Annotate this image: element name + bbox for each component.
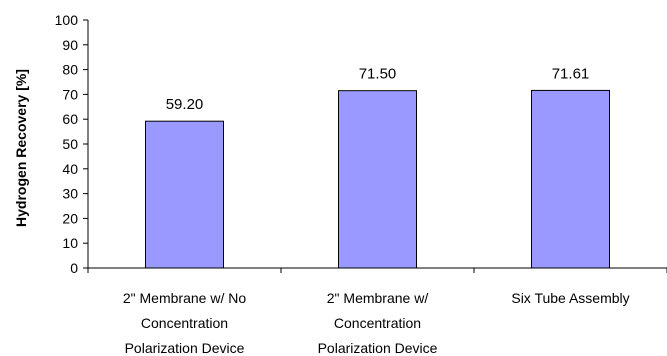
x-category-label: Six Tube Assembly	[511, 290, 629, 306]
y-axis-label: Hydrogen Recovery [%]	[13, 69, 29, 227]
bars	[145, 89, 610, 269]
labels: 59.20 2" Membrane w/ No Concentration Polar…	[123, 65, 630, 356]
bar-value-label: 71.61	[552, 65, 590, 82]
y-tick-label: 70	[62, 86, 78, 102]
x-category-label: Polarization Device	[125, 340, 245, 356]
y-tick-label: 100	[55, 12, 79, 28]
y-tick-label: 60	[62, 111, 78, 127]
bar	[531, 89, 610, 269]
axes: 0 10 20 30 40 50 60 70 80 90 100	[55, 12, 667, 276]
y-tick-label: 10	[62, 235, 78, 251]
bar-value-label: 59.20	[166, 96, 204, 113]
y-axis-label-group: Hydrogen Recovery [%]	[13, 69, 29, 227]
x-category-label: 2" Membrane w/ No	[123, 290, 246, 306]
bar-value-label: 71.50	[359, 66, 397, 83]
x-category-label: Concentration	[334, 315, 421, 331]
y-tick-label: 20	[62, 210, 78, 226]
y-tick-label: 0	[70, 260, 78, 276]
bar	[338, 90, 417, 269]
y-tick-label: 40	[62, 161, 78, 177]
y-tick-label: 80	[62, 62, 78, 78]
bar	[145, 120, 224, 269]
y-tick-label: 50	[62, 136, 78, 152]
x-category-label: Polarization Device	[318, 340, 438, 356]
x-category-label: 2" Membrane w/	[327, 290, 429, 306]
x-category-label: Concentration	[141, 315, 228, 331]
y-tick-label: 90	[62, 37, 78, 53]
y-tick-label: 30	[62, 186, 78, 202]
